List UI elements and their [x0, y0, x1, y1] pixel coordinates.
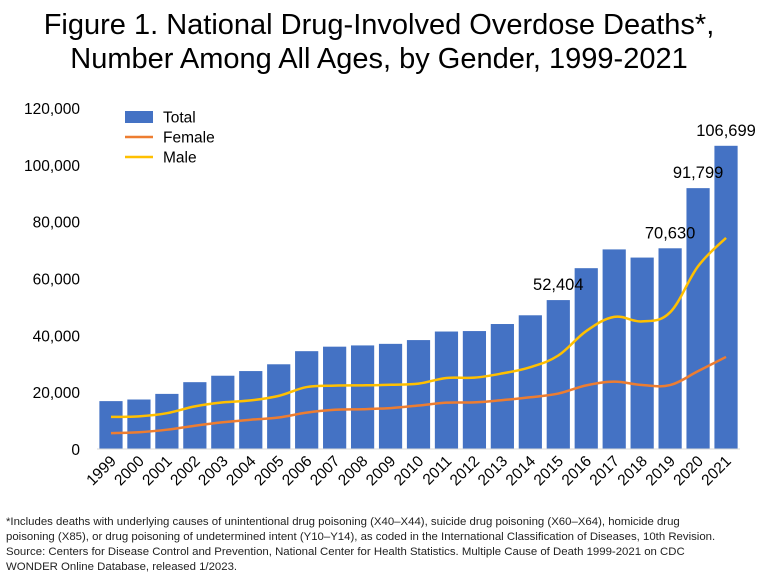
male-series-line	[110, 236, 727, 419]
x-tick-label-2012: 2012	[447, 453, 483, 489]
legend-label-total: Total	[163, 110, 196, 127]
x-tick-label-2020: 2020	[670, 453, 707, 490]
x-tick-label-2000: 2000	[111, 453, 148, 490]
x-tick-label-2002: 2002	[167, 453, 203, 489]
footnote-line-4: WONDER Online Database, released 1/2023.	[6, 561, 238, 573]
x-tick-label-1999: 1999	[83, 453, 119, 489]
total-bar-2014	[518, 315, 542, 449]
data-label-2019: 70,630	[645, 224, 695, 242]
y-tick-label: 20,000	[33, 385, 81, 402]
gender-lines	[110, 236, 727, 435]
x-tick-label-2005: 2005	[251, 453, 287, 489]
x-tick-label-2021: 2021	[698, 453, 734, 489]
y-tick-label: 100,000	[24, 158, 80, 175]
legend-swatch-total	[125, 111, 153, 123]
total-bar-2008	[350, 345, 375, 449]
footnote-line-2: poisoning (X85), or drug poisoning of un…	[6, 531, 716, 543]
total-bar-2013	[490, 324, 514, 449]
legend-label-male: Male	[163, 150, 197, 167]
total-bar-2017	[602, 249, 626, 449]
total-bar-2011	[434, 331, 459, 449]
total-bar-2000	[127, 399, 151, 449]
x-tick-label-2006: 2006	[279, 453, 315, 489]
x-tick-label-2003: 2003	[195, 453, 231, 489]
x-tick-label-2001: 2001	[139, 453, 175, 489]
total-bar-2001	[155, 393, 179, 449]
data-label-2020: 91,799	[673, 164, 723, 182]
data-label-2015: 52,404	[533, 276, 583, 294]
x-tick-label-2016: 2016	[559, 453, 595, 489]
total-bars	[99, 145, 738, 450]
total-bar-2003	[211, 375, 235, 449]
x-tick-label-2010: 2010	[391, 453, 428, 490]
y-axis-tick-labels: 0 20,000 40,000 60,000 80,000 100,000 120,000	[24, 101, 80, 459]
total-bar-2007	[323, 346, 347, 449]
x-tick-label-2017: 2017	[587, 453, 623, 489]
x-tick-label-2018: 2018	[615, 453, 651, 489]
x-tick-label-2008: 2008	[335, 453, 371, 489]
y-tick-label: 120,000	[24, 101, 80, 118]
chart-title-line-1: Figure 1. National Drug-Involved Overdos…	[43, 9, 715, 41]
x-tick-label-2011: 2011	[420, 453, 456, 489]
total-bar-2021	[714, 145, 738, 450]
total-bar-2002	[183, 382, 207, 449]
x-tick-label-2004: 2004	[223, 453, 260, 490]
chart-title: Figure 1. National Drug-Involved Overdos…	[0, 8, 758, 76]
total-bar-2016	[574, 268, 598, 449]
total-bar-2005	[267, 364, 291, 449]
total-bar-2010	[406, 340, 431, 449]
x-tick-label-2015: 2015	[531, 453, 567, 489]
total-bar-1999	[99, 401, 123, 449]
overdose-deaths-chart: 020,00040,00060,00080,000100,000120,000 …	[24, 101, 756, 490]
y-tick-label: 0	[71, 442, 80, 459]
y-tick-label: 80,000	[33, 215, 81, 232]
x-axis-tick-labels: 1999200020012002200320042005200620072008…	[83, 453, 734, 490]
chart-title-line-2: Number Among All Ages, by Gender, 1999-2…	[70, 43, 688, 75]
x-tick-label-2013: 2013	[475, 453, 511, 489]
x-tick-label-2019: 2019	[643, 453, 679, 489]
y-tick-label: 40,000	[33, 328, 81, 345]
legend: Total Female Male	[125, 110, 215, 167]
x-tick-label-2009: 2009	[363, 453, 399, 489]
total-bar-2006	[295, 351, 319, 449]
data-label-2021: 106,699	[696, 122, 756, 140]
total-bar-2012	[462, 331, 487, 449]
total-bar-2009	[378, 343, 403, 449]
y-tick-label: 60,000	[33, 272, 81, 289]
footnote-line-3: Source: Centers for Disease Control and …	[6, 546, 685, 558]
footnote-line-1: *Includes deaths with underlying causes …	[6, 516, 680, 528]
female-series-line	[110, 355, 727, 435]
footnote: *Includes deaths with underlying causes …	[6, 515, 754, 575]
total-bar-2015	[546, 300, 570, 449]
x-tick-label-2014: 2014	[503, 453, 540, 490]
x-tick-label-2007: 2007	[307, 453, 343, 489]
legend-label-female: Female	[163, 130, 215, 147]
total-bar-2019	[658, 248, 682, 449]
total-bar-2020	[686, 188, 710, 449]
total-bar-2018	[630, 257, 654, 449]
bar-data-labels: 52,404 70,630 91,799 106,699	[533, 122, 756, 294]
total-bar-2004	[239, 371, 263, 449]
